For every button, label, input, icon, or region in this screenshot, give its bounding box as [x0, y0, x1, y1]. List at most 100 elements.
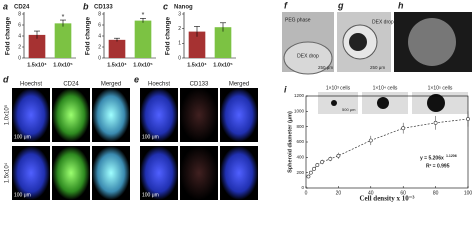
panel-letter: g — [337, 0, 344, 10]
panel-letter: a — [3, 1, 8, 11]
x-tick-label: 1.5x10⁴ — [107, 62, 127, 68]
point — [315, 163, 320, 167]
bar — [28, 34, 46, 58]
panel-letter: d — [3, 74, 9, 84]
micrograph — [92, 146, 130, 200]
y-tick-label: 8 — [18, 11, 21, 17]
y-axis-label: Fold change — [85, 16, 92, 55]
scale-label: 100 μm — [14, 192, 31, 198]
figure: d Hoechst CD24 Merged 1.0x10⁵ 1.5x10⁴ 10… — [3, 0, 473, 203]
column-label: Merged — [229, 82, 249, 88]
bar — [134, 20, 152, 59]
spheroid — [408, 18, 456, 66]
insets: 1×10³ cells 1×10⁴ cells 1×10⁵ cells 500 … — [318, 85, 468, 114]
y-tick-label: 0 — [301, 185, 304, 190]
micrograph — [12, 88, 50, 142]
phase-label: PEG phase — [285, 17, 311, 23]
y-tick-label: 600 — [296, 139, 304, 144]
x-tick-label: 20 — [336, 190, 342, 196]
x-tick-label: 100 — [464, 190, 473, 196]
spheroid — [331, 100, 337, 106]
scale-label: 100 μm — [14, 134, 31, 140]
y-tick-label: 2 — [178, 26, 181, 32]
y-tick-label: 2 — [18, 44, 21, 50]
x-tick-label: 1.0x10⁵ — [133, 62, 153, 68]
point — [328, 156, 333, 161]
micrograph — [220, 88, 258, 142]
r-squared: R² = 0.995 — [426, 163, 450, 169]
x-axis-label: Cell density x 10⁻³ — [360, 195, 415, 203]
column-label: Hoechst — [20, 82, 42, 88]
micrograph — [220, 146, 258, 200]
scale-label: 500 μm — [342, 107, 356, 112]
inset — [318, 92, 358, 114]
spheroid — [377, 97, 389, 109]
panel-letter: h — [398, 0, 404, 10]
panel-g: g DEX drop 250 μm — [337, 0, 394, 72]
x-tick-label: 1.0x10⁵ — [53, 62, 73, 68]
inset-label: 1×10⁵ cells — [428, 85, 453, 91]
x-tick-label: 1.5x10⁴ — [27, 62, 47, 68]
bar — [188, 31, 206, 58]
y-tick-label: 0 — [178, 55, 181, 61]
panel-letter: b — [83, 1, 89, 11]
column-label: Hoechst — [148, 82, 170, 88]
micrograph — [180, 146, 218, 200]
y-tick-label: 6 — [98, 22, 101, 28]
significance: * — [62, 14, 65, 21]
drop — [283, 41, 333, 75]
bar — [108, 39, 126, 58]
panel-letter: f — [284, 0, 288, 10]
y-tick-label: 1200 — [294, 93, 305, 98]
micrograph — [52, 88, 90, 142]
scale-label: 100 μm — [142, 192, 159, 198]
panel-letter: c — [163, 1, 168, 11]
bar — [214, 27, 232, 58]
spheroid — [427, 94, 445, 112]
x-tick-label: 0 — [305, 190, 308, 196]
point — [368, 138, 373, 143]
scale-label: 250 μm — [318, 65, 333, 70]
point — [466, 117, 470, 121]
y-tick-label: 0 — [98, 55, 101, 61]
y-tick-label: 200 — [296, 170, 304, 175]
chart-title: CD133 — [94, 5, 113, 11]
micrograph — [180, 88, 218, 142]
panel-f: f PEG phase DEX drop 250 μm — [282, 0, 334, 75]
column-label: CD133 — [190, 82, 209, 88]
y-tick-label: 6 — [18, 22, 21, 28]
panel-h: h — [394, 0, 472, 72]
y-tick-label: 3 — [178, 11, 181, 17]
row-label: 1.0x10⁵ — [4, 104, 11, 125]
point — [336, 153, 341, 158]
drop-label: DEX drop — [372, 19, 394, 25]
significance: * — [142, 12, 145, 19]
y-axis-label: Spheroid diameter (μm) — [287, 111, 293, 173]
y-tick-label: 4 — [18, 33, 21, 39]
panel-letter: e — [134, 74, 139, 84]
y-axis-label: Fold change — [5, 16, 12, 55]
x-tick-label: 60 — [400, 190, 406, 196]
y-tick-label: 400 — [296, 155, 304, 160]
y-tick-label: 8 — [98, 11, 101, 17]
panel-e: e Hoechst CD133 Merged 100 μm 100 μm — [134, 74, 258, 200]
point — [320, 160, 325, 164]
x-tick-label: 80 — [433, 190, 439, 196]
inset-label: 1×10³ cells — [326, 85, 351, 91]
drop-label: DEX drop — [297, 53, 319, 59]
chart-title: Nanog — [174, 5, 193, 11]
y-tick-label: 2 — [98, 44, 101, 50]
micrograph — [92, 88, 130, 142]
micrograph — [140, 146, 178, 200]
point — [308, 170, 313, 175]
equation-exponent: 1.1206 — [446, 154, 457, 158]
scale-label: 100 μm — [142, 134, 159, 140]
inset-label: 1×10⁴ cells — [373, 85, 398, 91]
panel-letter: i — [284, 84, 287, 94]
micrograph — [140, 88, 178, 142]
x-tick-label: 1.0x10⁵ — [213, 62, 233, 68]
y-tick-label: 0 — [18, 55, 21, 61]
y-tick-label: 4 — [98, 33, 101, 39]
point — [312, 166, 317, 171]
y-axis-label: Fold change — [165, 16, 172, 55]
